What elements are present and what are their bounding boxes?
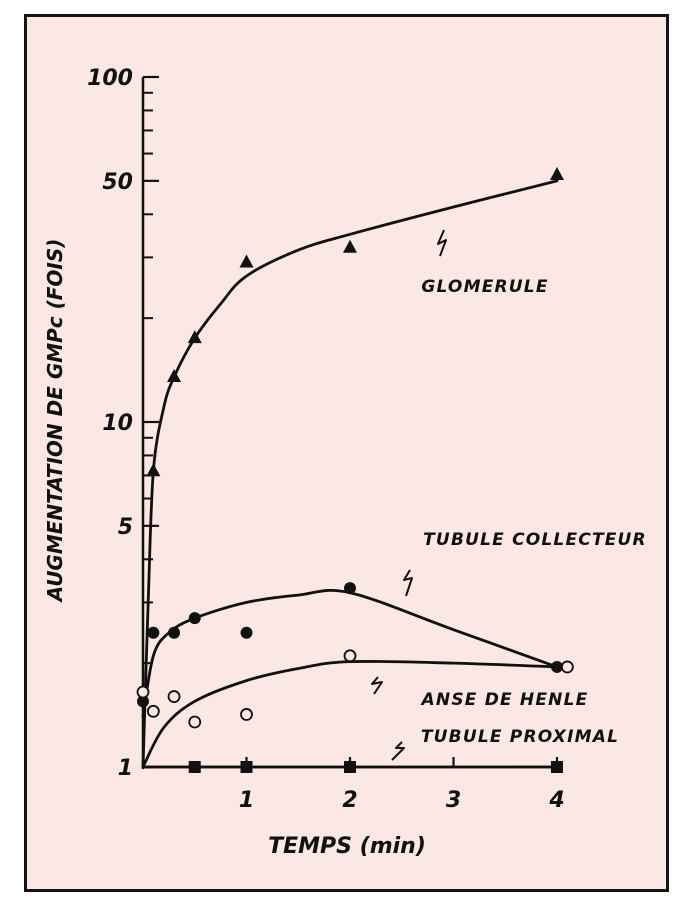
- x-axis-title: TEMPS (min): [268, 834, 426, 859]
- label-tubule-collecteur: TUBULE COLLECTEUR: [423, 530, 647, 550]
- point-tubule-collecteur: [188, 612, 201, 625]
- y-tick-label: 1: [118, 756, 133, 781]
- y-tick-label: 100: [87, 66, 133, 91]
- pointer-anse-de-henle: [371, 676, 383, 695]
- point-glomerule: [146, 463, 161, 477]
- point-tubule-proximal: [240, 761, 253, 773]
- x-tick-label: 3: [446, 788, 461, 813]
- pointer-glomerule: [437, 229, 447, 257]
- x-tick-label: 1: [239, 788, 254, 813]
- x-tick-label: 4: [548, 788, 564, 813]
- label-anse-de-henle: ANSE DE HENLE: [420, 690, 589, 710]
- point-glomerule: [187, 330, 202, 344]
- y-tick-label: 10: [102, 411, 133, 436]
- curves: [141, 179, 559, 769]
- point-anse-de-henle: [240, 708, 253, 721]
- label-tubule-proximal: TUBULE PROXIMAL: [421, 727, 619, 747]
- curve-anse-de-henle: [141, 659, 559, 769]
- y-tick-label: 50: [102, 170, 133, 195]
- point-anse-de-henle: [188, 715, 202, 729]
- point-tubule-collecteur: [240, 626, 253, 639]
- point-tubule-collecteur: [168, 626, 181, 639]
- point-anse-de-henle: [343, 649, 357, 663]
- label-glomerule: GLOMERULE: [421, 277, 548, 297]
- point-glomerule: [239, 254, 254, 268]
- point-tubule-collecteur: [147, 626, 160, 639]
- x-tick-label: 2: [342, 788, 357, 813]
- point-tubule-proximal: [188, 761, 201, 773]
- pointer-tubule-proximal: [391, 741, 405, 761]
- y-axis-title: AUGMENTATION DE GMPc (FOIS): [43, 239, 67, 604]
- point-anse-de-henle: [136, 685, 150, 699]
- point-anse-de-henle: [167, 690, 181, 703]
- pointer-tubule-collecteur: [403, 569, 413, 597]
- point-anse-de-henle: [146, 704, 160, 718]
- y-tick-label: 5: [118, 515, 133, 540]
- point-tubule-proximal: [344, 761, 356, 773]
- point-tubule-collecteur: [551, 660, 563, 673]
- series-labels: GLOMERULE TUBULE COLLECTEUR ANSE DE HENLE T…: [371, 229, 647, 761]
- point-anse-de-henle: [560, 660, 574, 674]
- curve-glomerule: [141, 179, 559, 769]
- markers: [136, 166, 574, 773]
- point-tubule-proximal: [551, 761, 563, 773]
- point-glomerule: [167, 369, 182, 383]
- point-tubule-collecteur: [137, 695, 149, 708]
- figure-frame: [24, 14, 669, 892]
- point-glomerule: [343, 239, 357, 253]
- point-glomerule: [550, 166, 564, 180]
- curve-tubule-collecteur: [141, 589, 559, 718]
- point-tubule-collecteur: [344, 582, 356, 595]
